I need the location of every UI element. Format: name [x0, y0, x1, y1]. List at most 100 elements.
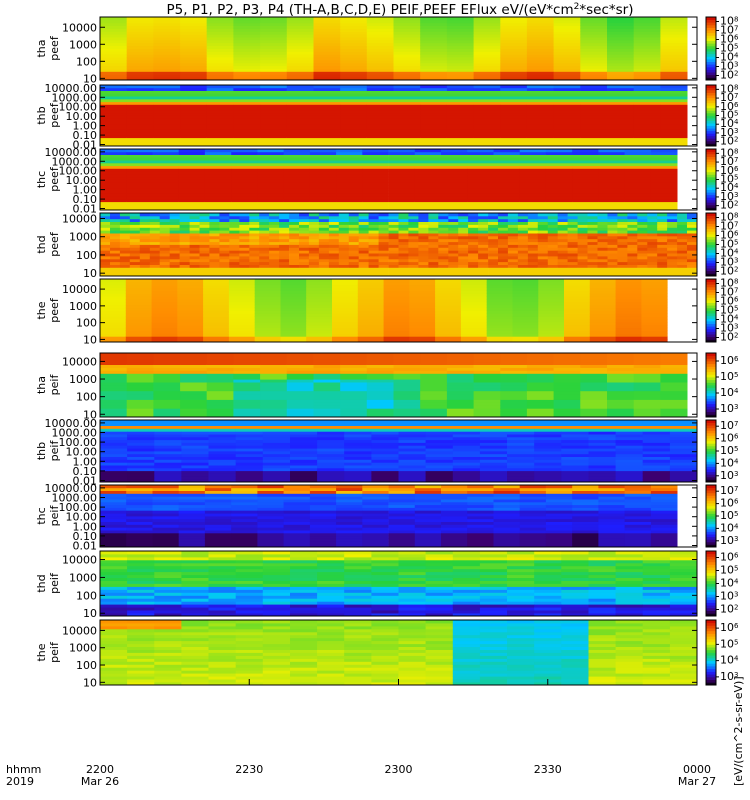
heatmap-cell — [286, 60, 314, 64]
heatmap-cell — [153, 393, 181, 397]
heatmap-cell — [580, 48, 608, 52]
heatmap-cell — [269, 230, 280, 234]
heatmap-cell — [624, 196, 652, 200]
heatmap-cell — [153, 367, 181, 371]
heatmap-cell — [153, 62, 181, 67]
heatmap-cell — [340, 110, 368, 114]
heatmap-cell — [180, 37, 208, 41]
heatmap-cell — [650, 160, 678, 164]
heatmap-cell — [110, 224, 121, 228]
heatmap-cell — [313, 408, 341, 412]
heatmap-cell — [580, 396, 608, 400]
heatmap-cell — [473, 85, 501, 89]
heatmap-cell — [414, 532, 442, 537]
heatmap-cell — [317, 445, 345, 449]
heatmap-cell — [357, 339, 384, 343]
colorbar-swatch — [706, 174, 716, 178]
heatmap-cell — [110, 264, 121, 268]
heatmap-cell — [308, 250, 320, 254]
heatmap-cell — [129, 235, 141, 240]
heatmap-cell — [203, 293, 230, 297]
heatmap-cell — [154, 479, 182, 483]
heatmap-cell — [425, 462, 454, 466]
heatmap-cell — [100, 538, 127, 542]
heatmap-cell — [557, 261, 568, 265]
heatmap-cell — [283, 501, 311, 506]
heatmap-cell — [473, 42, 501, 47]
heatmap-cell — [534, 448, 562, 452]
heatmap-cell — [615, 313, 642, 317]
heatmap-cell — [507, 428, 535, 432]
heatmap-cell — [344, 425, 372, 429]
heatmap-cell — [473, 370, 501, 374]
heatmap-cell — [627, 238, 638, 243]
heatmap-cell — [564, 287, 591, 291]
heatmap-cell — [669, 451, 698, 455]
heatmap-cell — [125, 319, 152, 323]
heatmap-cell — [493, 157, 521, 161]
heatmap-cell — [206, 71, 234, 75]
heatmap-cell — [181, 428, 209, 432]
heatmap-cell — [478, 258, 489, 263]
heatmap-cell — [269, 224, 280, 228]
heatmap-cell — [473, 385, 501, 389]
heatmap-cell — [313, 399, 341, 403]
heatmap-cell — [119, 256, 131, 260]
heatmap-cell — [233, 101, 261, 105]
heatmap-cell — [340, 379, 368, 383]
heatmap-cell — [647, 273, 658, 277]
colorbar-swatch — [706, 358, 716, 362]
heatmap-cell — [388, 538, 416, 542]
heatmap-cell — [328, 238, 340, 243]
heatmap-cell — [154, 462, 182, 466]
heatmap-cell — [279, 267, 290, 271]
colorbar-swatch — [706, 427, 716, 431]
heatmap-cell — [368, 261, 379, 265]
heatmap-cell — [100, 149, 127, 153]
heatmap-cell — [446, 42, 474, 47]
heatmap-cell — [235, 476, 264, 480]
heatmap-cell — [627, 247, 638, 251]
heatmap-cell — [561, 456, 589, 460]
colorbar-swatch — [706, 249, 716, 253]
heatmap-cell — [577, 258, 588, 263]
heatmap-cell — [580, 98, 608, 103]
heatmap-cell — [534, 473, 562, 477]
heatmap-cell — [545, 157, 573, 161]
heatmap-cell — [677, 253, 688, 257]
heatmap-cell — [204, 171, 232, 175]
heatmap-cell — [393, 37, 421, 41]
heatmap-cell — [180, 85, 208, 89]
heatmap-cell — [126, 513, 153, 517]
heatmap-cell — [580, 399, 608, 403]
heatmap-cell — [589, 333, 616, 337]
colorbar-swatch — [706, 182, 716, 185]
heatmap-cell — [478, 227, 489, 231]
heatmap-cell — [557, 215, 568, 220]
heatmap-cell — [580, 57, 608, 61]
colorbar-swatch — [706, 438, 716, 442]
heatmap-cell — [336, 530, 363, 534]
heatmap-cell — [627, 227, 638, 231]
heatmap-cell — [580, 387, 608, 392]
heatmap-cell — [357, 333, 384, 337]
heatmap-cell — [647, 247, 658, 251]
heatmap-cell — [126, 493, 153, 497]
heatmap-cell — [340, 107, 368, 111]
y-tick-label: 10 — [83, 333, 97, 346]
heatmap-cell — [441, 499, 468, 503]
heatmap-cell — [567, 261, 578, 265]
heatmap-cell — [388, 267, 399, 271]
heatmap-cell — [500, 123, 528, 127]
heatmap-cell — [366, 143, 394, 147]
heatmap-cell — [204, 501, 232, 506]
heatmap-cell — [660, 396, 688, 400]
heatmap-cell — [208, 428, 236, 432]
heatmap-cell — [362, 198, 389, 203]
heatmap-cell — [344, 467, 372, 472]
colorbar-swatch — [706, 92, 716, 96]
heatmap-cell — [534, 465, 562, 469]
heatmap-cell — [512, 304, 539, 309]
heatmap-cell — [438, 224, 449, 228]
heatmap-cell — [283, 179, 311, 183]
